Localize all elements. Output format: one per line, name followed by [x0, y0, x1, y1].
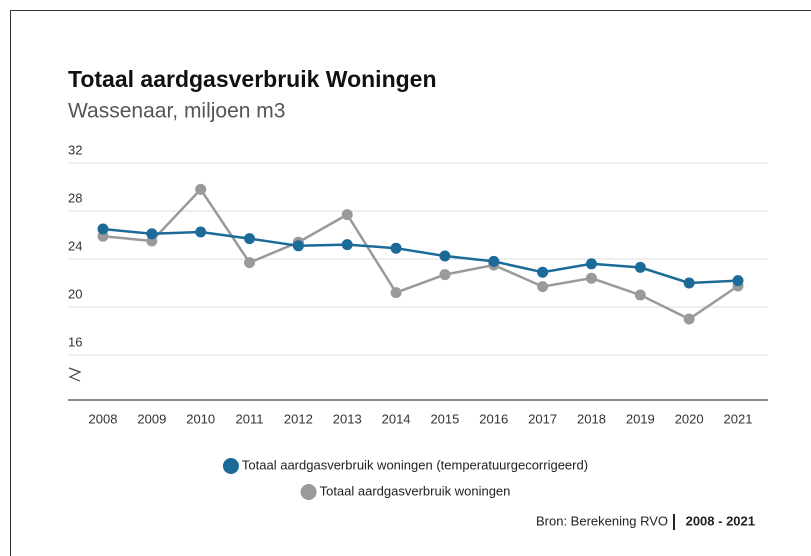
x-tick-label: 2018: [577, 411, 606, 426]
legend: Totaal aardgasverbruik woningen (tempera…: [222, 457, 588, 500]
x-tick-label: 2012: [284, 411, 313, 426]
x-tick-label: 2021: [724, 411, 753, 426]
series-line: [102, 227, 739, 285]
legend-label: Totaal aardgasverbruik woningen: [320, 483, 511, 498]
chart-subtitle: Wassenaar, miljoen m3: [68, 100, 285, 123]
frame: [10, 10, 811, 556]
data-point: [439, 250, 451, 262]
x-tick-label: 2016: [479, 411, 508, 426]
legend-swatch: [300, 484, 317, 500]
data-point: [97, 223, 109, 235]
data-point: [146, 228, 158, 240]
data-point: [585, 272, 597, 284]
legend-swatch: [222, 458, 239, 474]
legend-label: Totaal aardgasverbruik woningen (tempera…: [242, 457, 588, 472]
data-point: [292, 240, 304, 252]
data-point: [195, 183, 207, 195]
y-tick-label: 16: [68, 334, 82, 349]
data-point: [341, 239, 353, 251]
series-line: [102, 187, 739, 321]
data-point: [537, 266, 549, 278]
data-point: [439, 269, 451, 281]
data-point: [683, 313, 695, 325]
data-point: [537, 281, 549, 293]
data-point: [683, 277, 695, 289]
x-tick-label: 2008: [89, 411, 118, 426]
data-point: [634, 289, 646, 301]
x-tick-label: 2017: [528, 411, 557, 426]
x-tick-label: 2013: [333, 411, 362, 426]
data-point: [732, 275, 744, 287]
y-tick-label: 32: [68, 142, 82, 157]
x-tick-label: 2011: [236, 411, 264, 426]
data-point: [585, 258, 597, 270]
data-point: [488, 255, 500, 267]
y-tick-label: 20: [68, 286, 82, 301]
x-tick-label: 2014: [382, 411, 411, 426]
x-tick-label: 2010: [186, 411, 215, 426]
data-point: [341, 209, 353, 221]
chart-title: Totaal aardgasverbruik Woningen: [68, 66, 437, 92]
x-tick-label: 2019: [626, 411, 655, 426]
data-point: [634, 261, 646, 273]
source-period: 2008 - 2021: [686, 513, 755, 528]
x-tick-label: 2020: [675, 411, 704, 426]
y-tick-label: 28: [68, 190, 82, 205]
x-tick-label: 2015: [430, 411, 459, 426]
axis-break: [68, 367, 82, 382]
y-tick-label: 24: [68, 238, 82, 253]
data-point: [390, 287, 402, 299]
data-point: [244, 257, 256, 269]
data-point: [390, 242, 402, 254]
data-point: [244, 233, 256, 245]
data-point: [195, 226, 207, 238]
x-tick-label: 2009: [137, 411, 166, 426]
source: Bron: Berekening RVO: [536, 513, 668, 528]
